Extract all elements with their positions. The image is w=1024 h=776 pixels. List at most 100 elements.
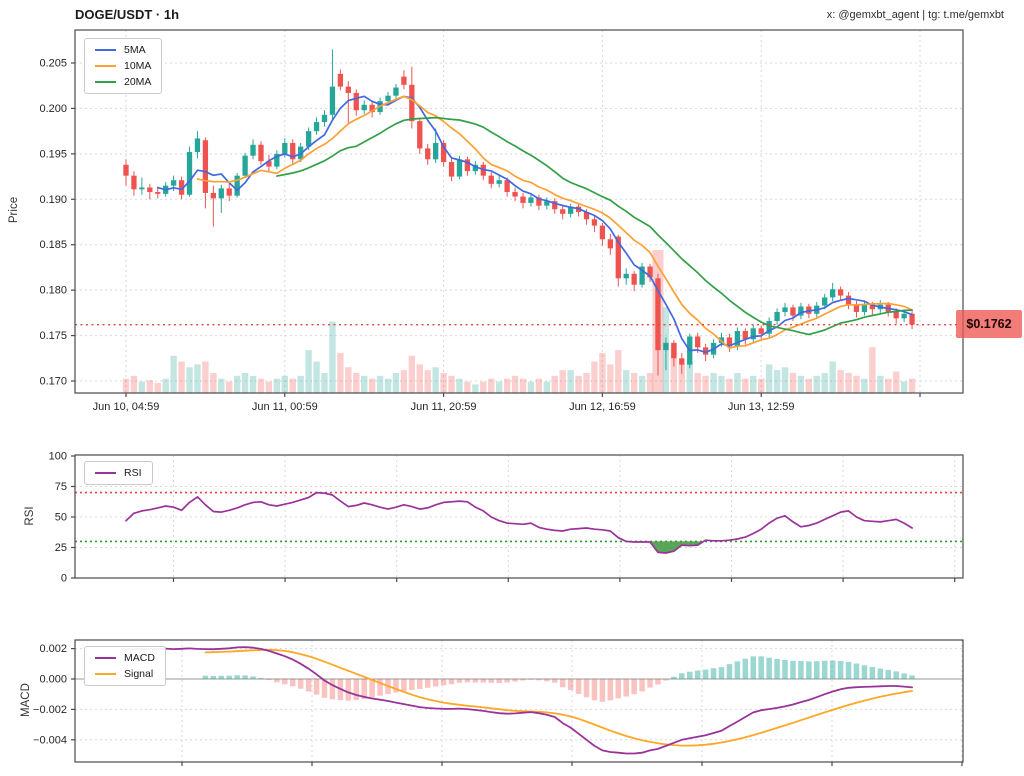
rsi-oversold-fill [626, 541, 704, 553]
volume-bar [392, 372, 400, 393]
macd-histogram-bar [814, 661, 820, 679]
candle [131, 175, 137, 190]
volume-bar [519, 378, 527, 393]
volume-bar [368, 378, 376, 393]
svg-text:0.002: 0.002 [39, 643, 67, 655]
candle [234, 175, 240, 196]
candle [393, 87, 399, 96]
macd-histogram-bar [210, 675, 217, 679]
macd-histogram-bar [782, 660, 788, 679]
candle [615, 236, 621, 279]
volume-bar [638, 375, 646, 393]
y-axis-ticks: 0.205 0.200 0.195 0.190 0.185 0.180 0.175 0.170 [39, 58, 75, 388]
macd-histogram-bar [734, 661, 741, 679]
volume-bar [726, 378, 733, 393]
candle [242, 155, 248, 176]
macd-histogram-bar [686, 671, 693, 679]
volume-bar [257, 378, 265, 393]
macd-histogram [202, 656, 915, 702]
volume-bar [551, 375, 558, 393]
candle [329, 86, 336, 115]
macd-histogram-bar [591, 679, 598, 701]
macd-histogram-bar [885, 669, 891, 679]
candle [552, 201, 558, 210]
ma20-label: 20MA [124, 76, 152, 88]
volume-bar [186, 367, 193, 393]
volume-bar [781, 367, 789, 393]
macd-histogram-bar [536, 679, 542, 681]
volume-bar [448, 375, 455, 393]
candle [401, 76, 407, 85]
ma5-line [156, 95, 913, 354]
macd-histogram-bar [790, 660, 796, 679]
volume-bar [154, 382, 161, 393]
volume-bar [686, 361, 693, 393]
volume-bar [821, 372, 828, 393]
volume-bar [503, 378, 511, 393]
macd-histogram-bar [488, 679, 494, 683]
macd-histogram-bar [305, 679, 312, 692]
macd-histogram-bar [297, 679, 304, 689]
volume-bar [583, 372, 590, 393]
ma10-line [196, 95, 913, 349]
macd-histogram-bar [702, 669, 709, 679]
candle [425, 148, 431, 160]
legend-item-10ma: 10MA [95, 60, 151, 72]
macd-histogram-bar [663, 679, 669, 681]
svg-text:0.175: 0.175 [39, 330, 67, 342]
svg-text:0.190: 0.190 [39, 194, 67, 206]
volume-bar [678, 364, 685, 393]
candle [155, 192, 161, 194]
macd-histogram-bar [377, 679, 383, 696]
volume-bar [630, 372, 638, 393]
candle [567, 206, 574, 214]
volume-bar [495, 381, 503, 393]
macd-histogram-bar [353, 679, 360, 701]
volume-bar [321, 372, 328, 393]
volume-bar [329, 321, 336, 393]
svg-text:Jun 12, 16:59: Jun 12, 16:59 [569, 401, 636, 413]
volume-bar [789, 372, 797, 393]
macd-histogram-bar [877, 668, 884, 679]
candle [147, 187, 153, 193]
macd-histogram-bar [440, 679, 447, 686]
volume-bar [861, 378, 868, 393]
candle [520, 196, 526, 203]
candle [861, 304, 868, 312]
macd-histogram-bar [417, 679, 423, 690]
macd-histogram-bar [694, 670, 701, 679]
macd-histogram-bar [679, 673, 685, 679]
volume-bar [464, 381, 471, 393]
macd-histogram-bar [448, 679, 455, 685]
candle [266, 161, 272, 167]
volume-bar [750, 375, 757, 393]
rsi-label: RSI [124, 467, 142, 479]
macd-histogram-bar [623, 679, 629, 697]
candle [123, 164, 129, 176]
macd-histogram-bar [274, 679, 280, 683]
legend-item-signal: Signal [95, 668, 155, 680]
macd-histogram-bar [909, 675, 915, 679]
macd-legend: MACD Signal [84, 646, 166, 686]
candle [599, 225, 606, 240]
candle [178, 180, 185, 195]
volume-bar [718, 375, 725, 393]
candle [853, 304, 860, 312]
ma10-swatch [95, 65, 116, 67]
macd-histogram-bar [472, 679, 479, 683]
candle [440, 142, 447, 163]
candle [845, 295, 852, 305]
candle [726, 337, 733, 347]
candle [671, 342, 677, 359]
volume-bars [122, 250, 916, 393]
last-price-tag: $0.1762 [956, 310, 1022, 338]
volume-bar [607, 364, 614, 393]
signal-label: Signal [124, 668, 154, 680]
candle [766, 321, 772, 334]
macd-histogram-bar [559, 679, 566, 688]
page-title: DOGE/USDT · 1h [75, 7, 180, 22]
volume-bar [472, 384, 479, 393]
volume-bar [797, 375, 805, 393]
y-axis-ticks: 0.002 0.000 −0.002 −0.004 [33, 643, 75, 746]
